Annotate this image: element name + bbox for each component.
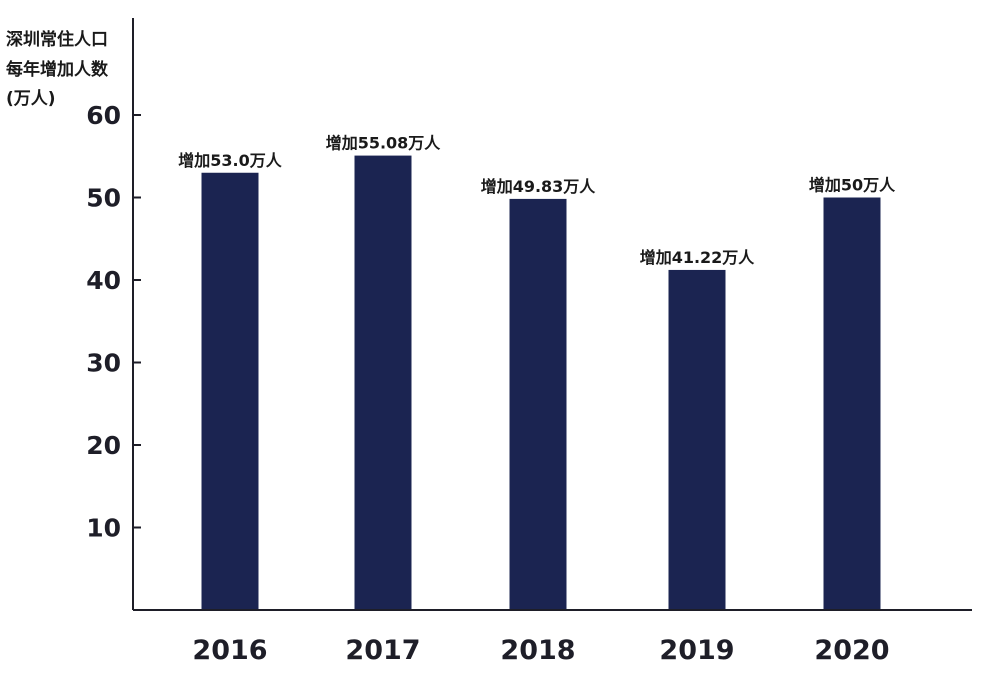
x-tick-label: 2018 <box>500 635 575 666</box>
y-tick-label: 30 <box>86 349 121 378</box>
bar <box>201 172 259 610</box>
data-label: 增加53.0万人 <box>178 151 282 170</box>
y-tick-label: 20 <box>86 431 121 460</box>
data-label: 增加55.08万人 <box>326 134 442 153</box>
y-axis-ticks: 10 20 30 40 50 60 <box>86 101 141 543</box>
x-tick-label: 2017 <box>345 635 420 666</box>
y-tick-label: 50 <box>86 184 121 213</box>
y-tick-label: 10 <box>86 514 121 543</box>
x-tick-label: 2020 <box>814 635 889 666</box>
bar <box>668 269 726 610</box>
y-tick-label: 60 <box>86 101 121 130</box>
x-tick-label: 2019 <box>659 635 734 666</box>
x-tick-label: 2016 <box>192 635 267 666</box>
data-label: 增加49.83万人 <box>481 177 597 196</box>
x-axis-ticks: 2016 2017 2018 2019 2020 <box>192 635 889 666</box>
bars <box>201 155 881 610</box>
y-tick-label: 40 <box>86 266 121 295</box>
y-axis-label: 深圳常住人口 每年增加人数 (万人) <box>6 29 109 109</box>
data-label: 增加41.22万人 <box>640 248 756 267</box>
y-axis-label-line: 每年增加人数 <box>6 59 109 80</box>
bar <box>354 155 412 610</box>
bar <box>509 198 567 610</box>
data-label: 增加50万人 <box>809 176 896 195</box>
bar <box>823 197 881 610</box>
y-axis-label-line: 深圳常住人口 <box>6 29 108 50</box>
y-axis-label-line: (万人) <box>6 89 56 109</box>
